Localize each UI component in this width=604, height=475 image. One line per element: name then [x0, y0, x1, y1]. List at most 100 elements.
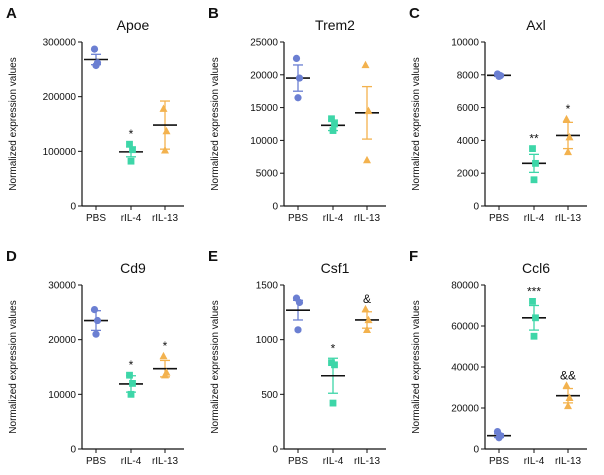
data-point	[529, 145, 536, 152]
data-point	[529, 298, 536, 305]
x-tick-label: rIL-13	[354, 456, 381, 467]
series-ril-4	[119, 371, 143, 398]
data-point	[364, 106, 373, 115]
data-point	[530, 332, 538, 340]
x-tick-label: rIL-4	[121, 213, 142, 224]
data-point	[495, 434, 503, 442]
series-pbs	[286, 54, 310, 102]
data-point	[161, 371, 169, 379]
data-point	[565, 132, 574, 141]
data-point	[90, 45, 99, 53]
data-point	[564, 147, 572, 156]
y-tick-label: 10000	[48, 390, 76, 401]
y-axis-label: Normalized expression values	[8, 57, 19, 190]
chart-title: Ccl6	[522, 260, 550, 276]
chart-title: Cd9	[120, 260, 146, 276]
data-point	[363, 155, 371, 164]
y-tick-label: 0	[70, 445, 76, 456]
data-point	[92, 61, 100, 70]
panel-letter: B	[208, 5, 219, 22]
series-pbs	[286, 294, 310, 334]
data-point	[495, 72, 503, 81]
y-tick-label: 10000	[250, 136, 278, 147]
x-tick-label: rIL-4	[323, 213, 344, 224]
data-point	[159, 104, 168, 112]
data-point	[162, 126, 171, 135]
data-point	[532, 159, 539, 167]
y-tick-label: 1000	[256, 335, 279, 346]
data-point	[328, 115, 335, 123]
x-tick-label: rIL-4	[323, 456, 344, 467]
x-tick-label: PBS	[489, 456, 509, 467]
significance-label: &&	[560, 368, 576, 382]
significance-label: *	[129, 127, 134, 141]
data-point	[159, 351, 168, 360]
y-tick-label: 20000	[48, 335, 76, 346]
series-ril-13	[556, 381, 580, 410]
data-point	[294, 326, 302, 334]
significance-label: **	[529, 132, 539, 146]
data-point	[127, 390, 135, 398]
x-tick-label: rIL-4	[524, 213, 545, 224]
y-tick-label: 0	[70, 202, 76, 213]
data-point	[126, 371, 133, 379]
significance-label: &	[363, 292, 371, 306]
y-tick-label: 6000	[457, 103, 480, 114]
data-point	[295, 298, 304, 307]
significance-label: ***	[527, 284, 541, 298]
series-ril-13	[556, 114, 580, 156]
y-tick-label: 80000	[451, 281, 479, 292]
data-point	[331, 120, 338, 128]
y-axis-label: Normalized expression values	[411, 300, 422, 433]
panel-c: C Axl Normalized expression values 0 2000 400…	[409, 5, 587, 224]
x-tick-label: rIL-13	[152, 456, 179, 467]
x-tick-label: rIL-13	[354, 213, 381, 224]
data-point	[161, 146, 169, 154]
series-pbs	[84, 45, 108, 70]
y-tick-label: 10000	[451, 38, 479, 49]
series-ril-4	[119, 140, 143, 165]
y-tick-label: 100000	[43, 147, 77, 158]
y-tick-label: 8000	[457, 70, 480, 81]
y-tick-label: 20000	[451, 404, 479, 415]
data-point	[129, 146, 136, 154]
y-tick-label: 500	[261, 390, 278, 401]
y-tick-label: 1500	[256, 281, 279, 292]
significance-label: *	[566, 102, 571, 116]
series-pbs	[487, 70, 511, 81]
series-ril-13	[355, 304, 379, 334]
data-point	[363, 325, 371, 334]
data-point	[90, 306, 99, 314]
significance-label: *	[331, 341, 336, 355]
data-point	[532, 314, 539, 322]
y-axis-label: Normalized expression values	[210, 57, 221, 190]
data-point	[294, 94, 302, 102]
significance-label: *	[129, 358, 134, 372]
chart-title: Csf1	[321, 260, 350, 276]
data-point	[93, 316, 102, 325]
panel-d: D Cd9 Normalized expression values 0 10000 20…	[6, 248, 184, 467]
x-tick-label: PBS	[86, 456, 106, 467]
y-tick-label: 25000	[250, 38, 278, 49]
data-point	[127, 157, 135, 165]
y-tick-label: 300000	[43, 38, 77, 49]
y-tick-label: 0	[272, 202, 278, 213]
y-axis-label: Normalized expression values	[8, 300, 19, 433]
series-ril-4	[522, 298, 546, 340]
panel-b: B Trem2 Normalized expression values 0 5000 1…	[208, 5, 386, 224]
panel-letter: A	[6, 5, 17, 22]
x-tick-label: rIL-4	[524, 456, 545, 467]
series-ril-13	[355, 60, 379, 164]
panel-letter: D	[6, 248, 17, 265]
chart-title: Axl	[526, 17, 545, 33]
series-ril-13	[153, 351, 177, 379]
data-point	[564, 401, 572, 410]
data-point	[565, 393, 574, 401]
y-tick-label: 20000	[250, 70, 278, 81]
y-tick-label: 30000	[48, 281, 76, 292]
series-pbs	[487, 427, 511, 442]
data-point	[562, 381, 571, 389]
data-point	[92, 330, 100, 338]
